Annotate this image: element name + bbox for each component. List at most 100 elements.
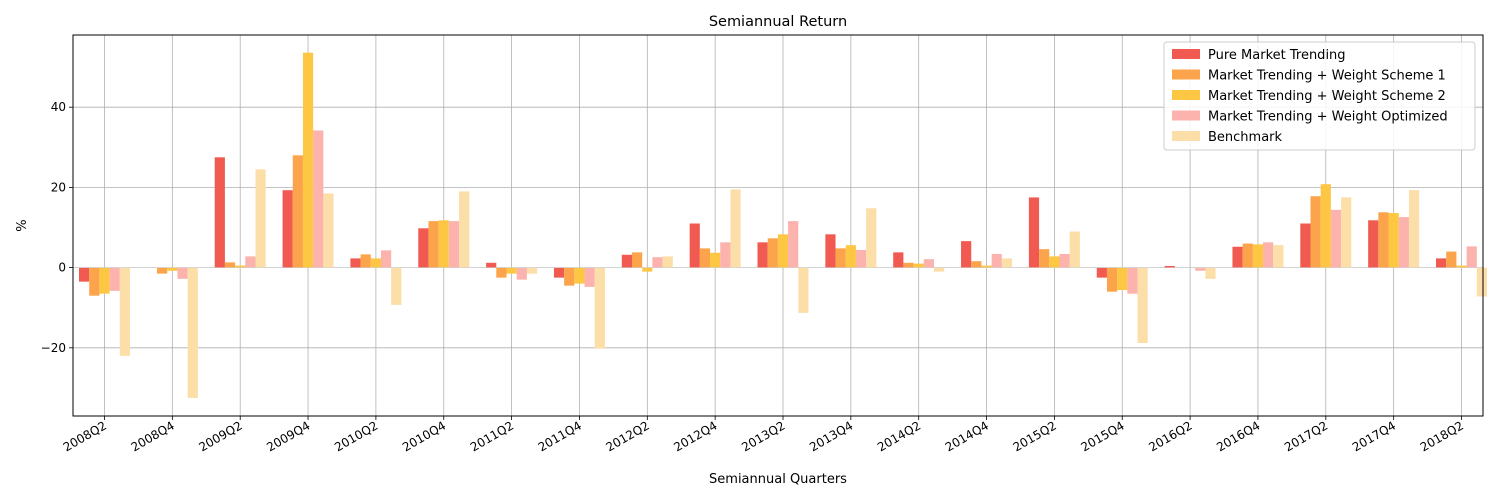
bar-1 [757,242,768,268]
y-axis-title: % [15,219,30,231]
bar-2 [224,262,236,268]
bar-2 [632,252,643,268]
bar-3 [167,267,178,271]
bar-4 [652,257,663,268]
bar-1 [214,157,225,268]
x-axis-title: Semiannual Quarters [709,472,847,487]
bar-3 [981,265,992,268]
x-tick-label: 2012Q2 [604,418,652,454]
bar-5 [594,267,605,349]
bar-2 [699,248,711,268]
bar-4 [313,130,324,268]
bar-5 [1069,231,1080,268]
bar-3 [1320,184,1331,268]
bar-4 [1466,246,1477,268]
bar-4 [1195,267,1206,271]
x-tick-label: 2018Q2 [1418,418,1466,454]
bar-3 [777,234,789,268]
legend-swatch-4 [1172,110,1200,121]
bar-1 [621,254,632,268]
bar-4 [448,221,460,268]
bar-5 [1001,258,1013,268]
bar-4 [177,267,188,279]
bar-5 [866,208,877,268]
bar-3 [1388,213,1399,268]
bar-4 [788,221,799,268]
bar-2 [1106,267,1118,292]
bar-2 [767,238,778,268]
x-tick-label: 2011Q2 [468,418,516,454]
bar-3 [642,267,653,272]
x-tick-label: 2017Q2 [1282,418,1330,454]
bars [79,52,1487,398]
bar-4 [1127,267,1138,294]
bar-4 [1398,217,1409,268]
bar-3 [235,265,246,268]
bar-1 [282,190,293,268]
bar-1 [79,267,90,282]
legend-swatch-5 [1172,131,1200,141]
x-tick-label: 2010Q4 [400,418,448,454]
x-tick-label: 2014Q2 [875,418,923,454]
bar-1 [553,267,565,278]
bar-1 [1232,246,1243,268]
bar-2 [1446,251,1457,268]
bar-2 [835,248,846,268]
y-tick-label: −20 [41,341,66,355]
bar-5 [1137,267,1148,344]
x-tick-label: 2008Q4 [129,418,177,454]
bar-3 [438,220,449,268]
bar-5 [730,189,741,268]
bar-4 [1330,209,1342,268]
legend-box [1163,41,1476,151]
bar-1 [350,258,361,268]
bar-3 [1456,265,1467,268]
x-tick-label: 2009Q4 [264,418,312,454]
bar-3 [506,267,517,274]
x-tick-label: 2009Q2 [196,418,244,454]
chart-title: Semiannual Return [709,14,847,30]
bar-3 [1117,267,1128,291]
bar-5 [934,267,945,272]
bar-3 [1252,244,1264,268]
bar-2 [564,267,575,286]
x-tick-label: 2015Q2 [1011,418,1059,454]
bar-3 [710,252,721,268]
bar-2 [1242,243,1253,268]
bar-3 [845,245,856,268]
y-tick-label: 0 [58,261,66,275]
bar-3 [302,52,314,268]
x-tick-label: 2012Q4 [671,418,719,454]
bar-4 [720,242,731,268]
bar-4 [855,249,867,268]
bar-1 [1300,223,1311,268]
x-tick-label: 2013Q4 [807,418,855,454]
legend-swatch-3 [1172,90,1200,100]
legend-label-5: Benchmark [1208,130,1283,145]
bar-5 [1341,197,1352,268]
bar-1 [1164,266,1175,268]
x-tick-label: 2017Q4 [1350,418,1398,454]
bar-2 [971,261,982,268]
bar-2 [157,267,168,274]
bar-1 [1368,220,1379,268]
bar-4 [584,267,595,287]
bar-5 [119,267,130,356]
bar-5 [459,191,470,268]
bar-2 [292,155,303,268]
bar-5 [1205,267,1216,279]
bar-5 [323,193,334,268]
x-tick-label: 2010Q2 [332,418,380,454]
bar-2 [1310,196,1321,268]
x-tick-label: 2014Q4 [943,418,991,454]
x-tick-label: 2013Q2 [739,418,787,454]
bar-2 [89,267,100,296]
x-tick-label: 2011Q4 [536,418,584,454]
bar-1 [486,262,497,268]
x-tick-label: 2016Q2 [1146,418,1194,454]
bar-3 [913,263,924,268]
bar-5 [255,169,266,268]
bar-4 [991,253,1002,268]
x-axis-ticks: 2008Q2 2008Q4 2009Q2 2009Q4 2010Q2 2010Q4 2011… [61,416,1466,454]
